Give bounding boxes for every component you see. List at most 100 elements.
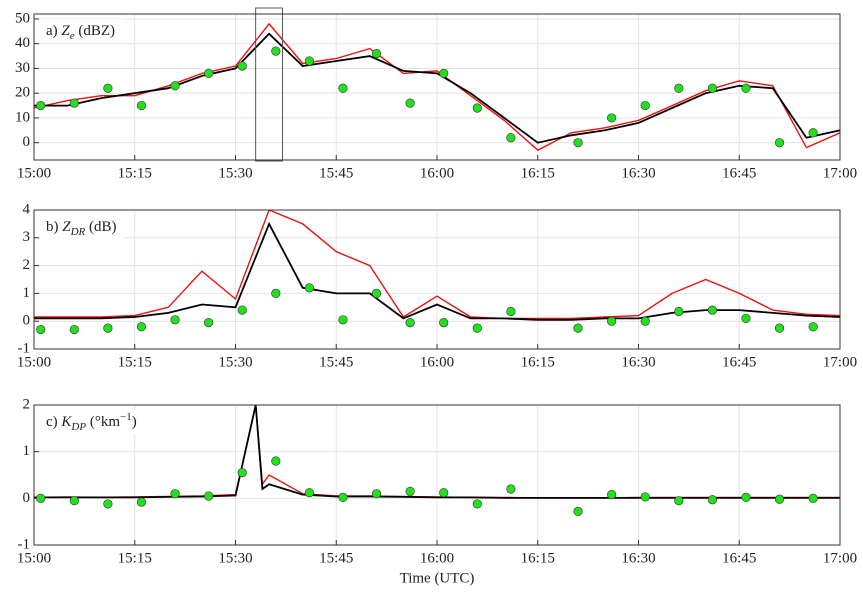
- data-point: [707, 305, 717, 315]
- series-line: [34, 221, 840, 321]
- data-point: [607, 490, 617, 500]
- frame: [33, 404, 841, 546]
- data-point: [371, 48, 382, 59]
- y-tick-label: 20: [15, 85, 30, 101]
- data-point: [405, 486, 415, 496]
- data-point: [36, 493, 46, 503]
- data-point: [69, 324, 79, 335]
- data-point: [707, 495, 717, 505]
- y-tick-label: 2: [23, 396, 31, 412]
- label-bg: [40, 215, 125, 239]
- series-line: [34, 210, 840, 320]
- x-tick-label: 16:00: [420, 165, 454, 181]
- data-point: [170, 81, 180, 91]
- data-point: [808, 128, 818, 138]
- label-part: (dBZ): [75, 23, 115, 39]
- x-tick-label: 15:15: [118, 165, 152, 181]
- x-tick-label: 16:30: [621, 165, 655, 181]
- label-part: b): [46, 219, 62, 235]
- data-point: [237, 61, 247, 71]
- x-tick-label: 15:00: [17, 354, 51, 370]
- label-part: DP: [70, 421, 86, 433]
- series-line: [34, 22, 840, 151]
- data-point: [405, 317, 415, 328]
- x-tick-label: 17:00: [823, 354, 857, 370]
- label-part: Z: [61, 23, 70, 39]
- y-tick-label: -1: [18, 340, 31, 356]
- data-point: [741, 492, 751, 503]
- label-part: a): [46, 23, 61, 39]
- y-tick-label: 3: [23, 229, 31, 245]
- data-point: [304, 488, 314, 498]
- label-part: (°km: [86, 414, 120, 430]
- data-point: [439, 68, 449, 78]
- data-point: [774, 138, 785, 148]
- label-part: K: [60, 414, 72, 430]
- data-point: [136, 100, 147, 111]
- data-point: [506, 306, 516, 317]
- label-part: DR: [70, 226, 86, 238]
- x-tick-label: 16:45: [722, 550, 756, 566]
- panel-label: a) Ze (dBZ): [46, 23, 115, 41]
- y-tick-label: 50: [15, 10, 30, 26]
- x-tick-label: 15:30: [218, 550, 252, 566]
- data-point: [338, 492, 348, 503]
- x-tick-label: 15:15: [118, 354, 152, 370]
- data-point: [472, 323, 482, 333]
- label-part: ): [132, 414, 137, 430]
- series-line: [34, 32, 840, 144]
- x-tick-label: 16:30: [621, 550, 655, 566]
- data-point: [271, 456, 281, 466]
- data-point: [338, 315, 348, 325]
- y-tick-label: 30: [15, 60, 30, 76]
- y-tick-label: 4: [23, 201, 31, 217]
- x-tick-label: 17:00: [823, 550, 857, 566]
- data-point: [640, 492, 650, 502]
- data-point: [674, 496, 684, 506]
- label-part: Z: [62, 219, 71, 235]
- y-tick-label: 0: [23, 490, 31, 506]
- x-tick-label: 16:30: [621, 354, 655, 370]
- data-point: [170, 315, 180, 325]
- data-point: [573, 138, 583, 148]
- data-point: [607, 113, 617, 123]
- panel-label: b) ZDR (dB): [46, 219, 117, 237]
- data-point: [808, 493, 818, 503]
- x-tick-label: 15:00: [17, 165, 51, 181]
- data-point: [271, 288, 281, 299]
- x-tick-label: 15:45: [319, 354, 353, 370]
- data-point: [774, 494, 785, 504]
- highlight-box: [255, 7, 284, 162]
- data-point: [808, 322, 818, 332]
- data-point: [405, 98, 415, 108]
- plot-area: [34, 22, 840, 151]
- data-point: [204, 317, 214, 328]
- label-part: −1: [120, 411, 132, 423]
- y-tick-label: 10: [15, 109, 30, 125]
- data-point: [69, 98, 79, 108]
- data-point: [472, 103, 482, 113]
- data-point: [103, 499, 113, 509]
- plot-area: [34, 210, 840, 335]
- x-tick-label: 15:30: [218, 354, 252, 370]
- data-point: [36, 100, 46, 111]
- data-point: [170, 489, 180, 499]
- data-point: [707, 83, 717, 93]
- data-point: [304, 56, 314, 66]
- data-point: [506, 133, 516, 143]
- label-bg: [40, 19, 124, 43]
- x-tick-label: 16:00: [420, 550, 454, 566]
- y-tick-label: 2: [23, 257, 31, 273]
- data-point: [674, 83, 684, 93]
- data-point: [607, 316, 617, 326]
- data-point: [741, 83, 751, 93]
- data-point: [640, 316, 650, 326]
- y-tick-label: 40: [15, 35, 30, 51]
- x-tick-label: 15:15: [118, 550, 152, 566]
- data-point: [271, 46, 281, 56]
- x-axis-label: Time (UTC): [400, 570, 475, 586]
- x-tick-label: 16:45: [722, 354, 756, 370]
- data-point: [674, 306, 684, 317]
- x-tick-label: 15:45: [319, 165, 353, 181]
- x-tick-label: 16:00: [420, 354, 454, 370]
